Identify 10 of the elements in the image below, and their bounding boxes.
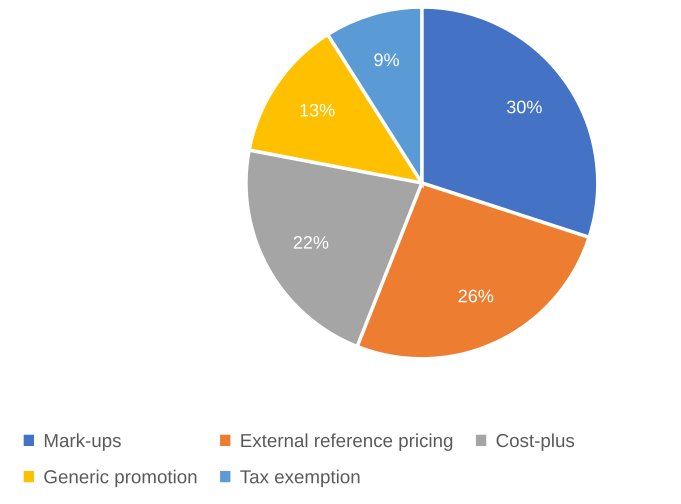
- data-label: 26%: [458, 290, 494, 302]
- data-label: 30%: [506, 100, 542, 114]
- data-label: 9%: [374, 53, 399, 66]
- data-label: 13%: [300, 104, 335, 117]
- legend-label: External reference pricing: [241, 433, 452, 451]
- legend-label: Cost-plus: [496, 433, 574, 451]
- legend-label: Tax exemption: [240, 470, 360, 488]
- data-label: 22%: [294, 236, 328, 249]
- legend-label: Mark-ups: [44, 433, 121, 451]
- legend-label: Generic promotion: [44, 470, 196, 488]
